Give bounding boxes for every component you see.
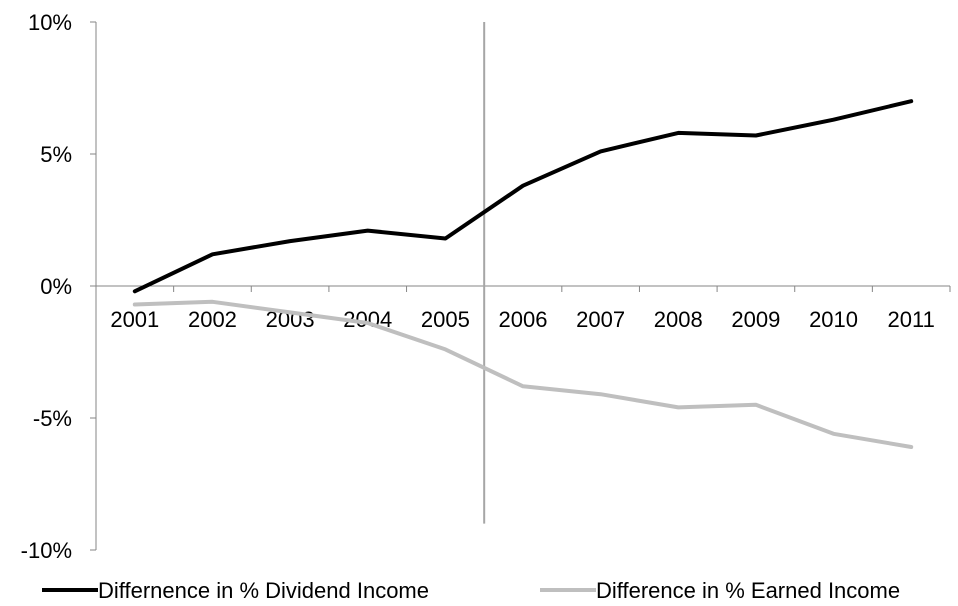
y-tick-label: 10% — [28, 10, 72, 35]
y-tick-labels: 10% 5% 0% -5% -10% — [21, 10, 72, 563]
x-tick-label: 2006 — [499, 307, 548, 332]
x-tick-label: 2009 — [731, 307, 780, 332]
legend-label: Differnence in % Dividend Income — [98, 578, 429, 603]
axes — [90, 21, 951, 551]
x-tick-label: 2001 — [110, 307, 159, 332]
x-tick-label: 2011 — [888, 307, 935, 332]
x-tick-label: 2008 — [654, 307, 703, 332]
x-tick-label: 2007 — [576, 307, 625, 332]
legend-label: Difference in % Earned Income — [596, 578, 900, 603]
y-tick-label: 0% — [40, 274, 72, 299]
series-lines — [132, 99, 914, 449]
x-tick-labels: 2001 2002 2003 2004 2005 2006 2007 2008 2009 2010… — [110, 307, 934, 332]
x-tick-label: 2005 — [421, 307, 470, 332]
y-tick-label: -5% — [33, 406, 72, 431]
x-tick-label: 2002 — [188, 307, 237, 332]
x-tick-label: 2010 — [809, 307, 858, 332]
y-tick-label: -10% — [21, 538, 72, 563]
y-tick-label: 5% — [40, 142, 72, 167]
series-line-1 — [132, 99, 914, 294]
series-line-2 — [132, 299, 914, 449]
legend: Differnence in % Dividend Income Differen… — [42, 578, 900, 603]
